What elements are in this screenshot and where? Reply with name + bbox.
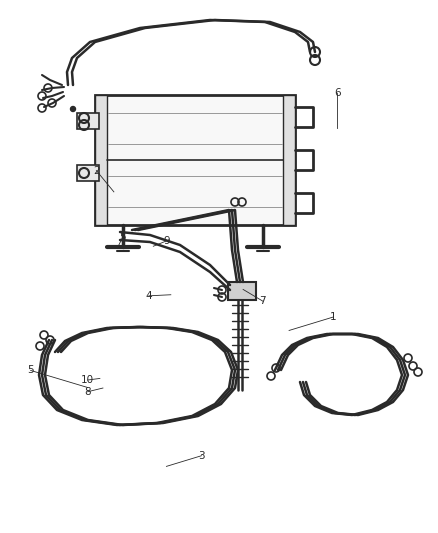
Text: 9: 9 bbox=[163, 236, 170, 246]
Text: 4: 4 bbox=[145, 291, 152, 301]
Text: 10: 10 bbox=[81, 375, 94, 385]
Bar bbox=[95, 95, 107, 225]
Bar bbox=[283, 95, 295, 225]
Text: 5: 5 bbox=[119, 232, 126, 242]
Text: 5: 5 bbox=[27, 366, 34, 375]
Bar bbox=[77, 113, 99, 129]
Bar bbox=[95, 95, 295, 225]
Text: 3: 3 bbox=[198, 451, 205, 461]
Text: 6: 6 bbox=[334, 88, 341, 98]
Bar bbox=[77, 165, 99, 181]
Text: 2: 2 bbox=[93, 166, 100, 175]
Text: 7: 7 bbox=[259, 296, 266, 306]
Text: 1: 1 bbox=[329, 312, 336, 322]
Circle shape bbox=[71, 107, 75, 111]
Bar bbox=[228, 282, 256, 300]
Text: 8: 8 bbox=[84, 387, 91, 397]
